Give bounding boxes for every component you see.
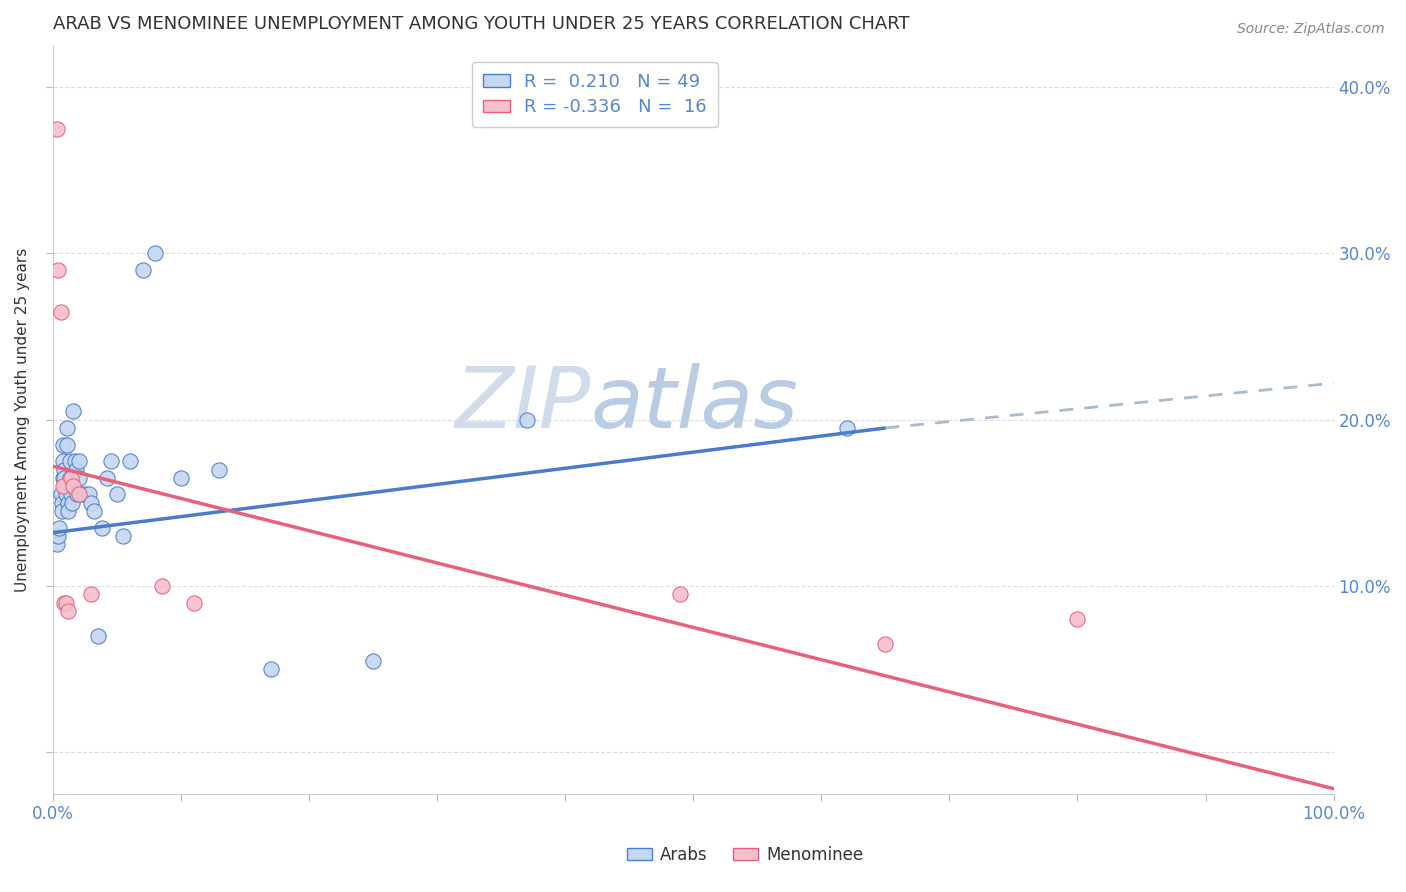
Point	[118, 454, 141, 468]
Text: Source: ZipAtlas.com: Source: ZipAtlas.com	[1237, 22, 1385, 37]
Point	[80, 587, 103, 601]
Point	[58, 504, 80, 518]
Point	[46, 529, 69, 543]
Point	[49, 304, 72, 318]
Text: atlas: atlas	[591, 363, 799, 446]
Point	[51, 504, 73, 518]
Point	[150, 579, 173, 593]
Point	[875, 637, 897, 651]
Point	[67, 487, 90, 501]
Point	[59, 471, 82, 485]
Point	[83, 504, 105, 518]
Point	[361, 654, 384, 668]
Point	[77, 487, 100, 501]
Point	[58, 471, 80, 485]
Legend: R =  0.210   N = 49, R = -0.336   N =  16: R = 0.210 N = 49, R = -0.336 N = 16	[472, 62, 717, 127]
Point	[63, 454, 86, 468]
Point	[87, 629, 110, 643]
Point	[60, 496, 83, 510]
Point	[53, 471, 76, 485]
Point	[58, 496, 80, 510]
Text: ZIP: ZIP	[454, 363, 591, 446]
Point	[52, 471, 75, 485]
Point	[105, 487, 128, 501]
Point	[96, 471, 118, 485]
Point	[67, 471, 90, 485]
Point	[669, 587, 692, 601]
Point	[73, 487, 96, 501]
Point	[55, 487, 77, 501]
Point	[45, 529, 67, 543]
Point	[60, 471, 83, 485]
Point	[208, 462, 231, 476]
Point	[90, 521, 112, 535]
Point	[62, 479, 84, 493]
Point	[45, 537, 67, 551]
Point	[52, 454, 75, 468]
Y-axis label: Unemployment Among Youth under 25 years: Unemployment Among Youth under 25 years	[15, 248, 30, 591]
Point	[1066, 612, 1088, 626]
Point	[56, 421, 79, 435]
Point	[183, 595, 205, 609]
Point	[65, 462, 87, 476]
Legend: Arabs, Menominee: Arabs, Menominee	[620, 839, 870, 871]
Point	[112, 529, 135, 543]
Point	[516, 412, 538, 426]
Point	[62, 404, 84, 418]
Point	[46, 263, 69, 277]
Point	[66, 487, 89, 501]
Point	[53, 595, 76, 609]
Point	[51, 496, 73, 510]
Text: ARAB VS MENOMINEE UNEMPLOYMENT AMONG YOUTH UNDER 25 YEARS CORRELATION CHART: ARAB VS MENOMINEE UNEMPLOYMENT AMONG YOU…	[53, 15, 910, 33]
Point	[80, 496, 103, 510]
Point	[259, 662, 281, 676]
Point	[45, 121, 67, 136]
Point	[170, 471, 193, 485]
Point	[52, 479, 75, 493]
Point	[48, 521, 70, 535]
Point	[835, 421, 858, 435]
Point	[52, 437, 75, 451]
Point	[59, 487, 82, 501]
Point	[49, 487, 72, 501]
Point	[56, 437, 79, 451]
Point	[58, 454, 80, 468]
Point	[55, 595, 77, 609]
Point	[53, 462, 76, 476]
Point	[131, 263, 153, 277]
Point	[70, 487, 93, 501]
Point	[67, 454, 90, 468]
Point	[145, 246, 167, 260]
Point	[100, 454, 122, 468]
Point	[55, 479, 77, 493]
Point	[58, 604, 80, 618]
